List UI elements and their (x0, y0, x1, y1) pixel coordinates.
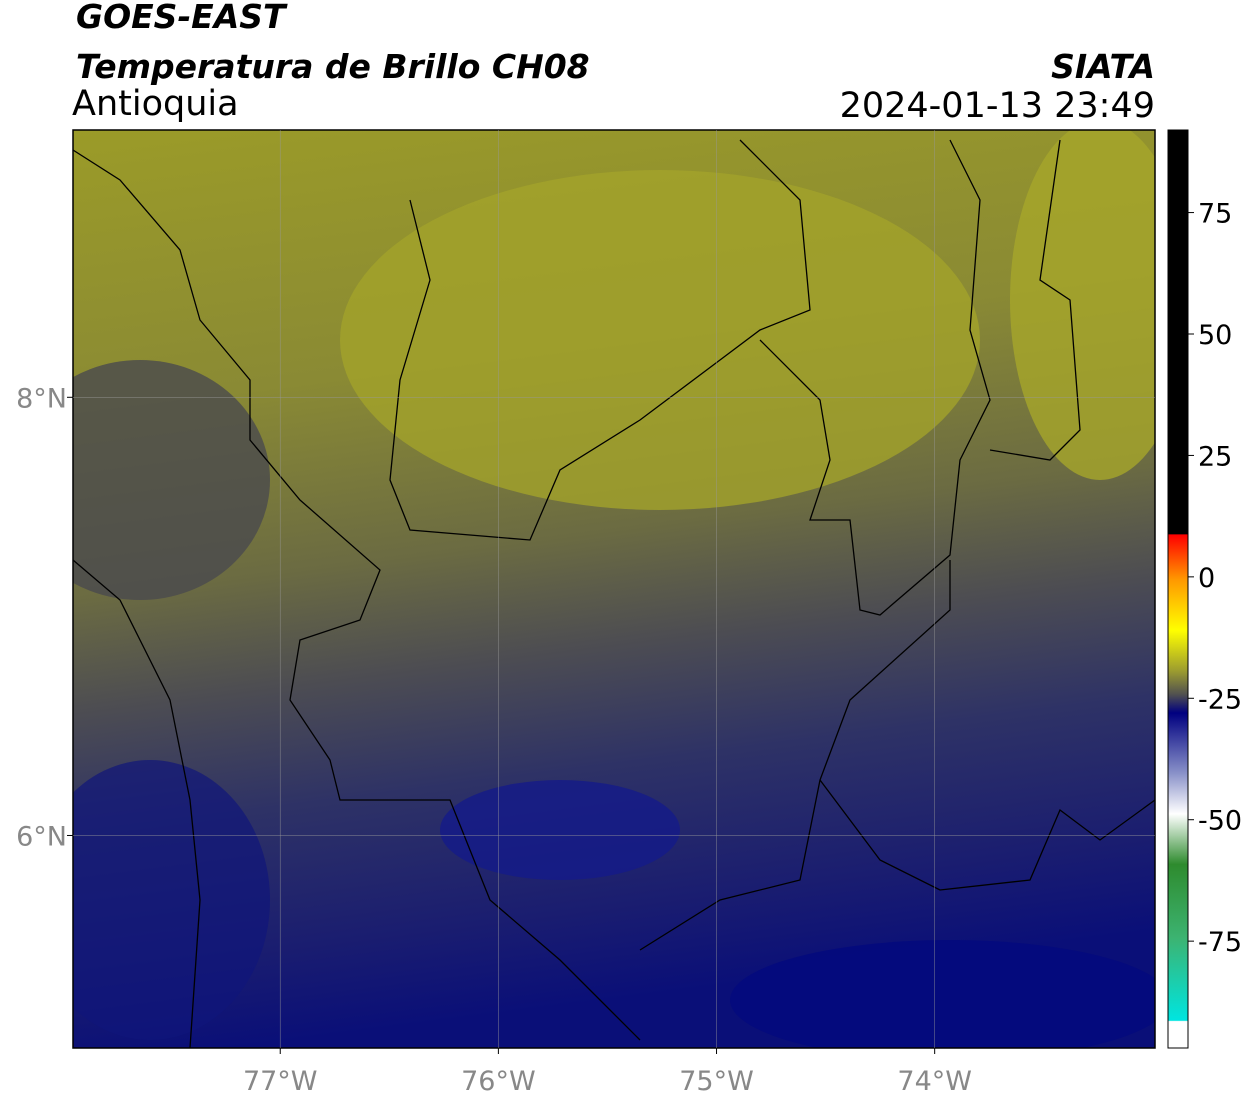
y-tick-label: 8°N (16, 383, 67, 414)
colorbar-tick-label: 75 (1198, 199, 1232, 230)
colorbar-tick-label: 50 (1198, 320, 1232, 351)
colorbar-tick-label: -25 (1198, 684, 1242, 715)
x-tick-label: 74°W (897, 1066, 972, 1097)
y-tick-label: 6°N (16, 821, 67, 852)
map-frame (72, 129, 1156, 1049)
map-image (73, 130, 1155, 1048)
colorbar-tick-label: 25 (1198, 441, 1232, 472)
colorbar-tick-label: 0 (1198, 563, 1215, 594)
colorbar-tick-label: -50 (1198, 806, 1242, 837)
x-tick-label: 77°W (243, 1066, 318, 1097)
region: Antioquia (72, 84, 239, 124)
colorbar-tick-label: -75 (1198, 927, 1242, 958)
colorbar (1167, 129, 1189, 1049)
title: GOES-EAST (76, 0, 288, 36)
timestamp: 2024-01-13 23:49 (840, 86, 1155, 126)
x-tick-label: 75°W (679, 1066, 754, 1097)
x-tick-label: 76°W (461, 1066, 536, 1097)
subtitle: Temperatura de Brillo CH08 (76, 47, 590, 86)
source: SIATA (1051, 47, 1155, 86)
